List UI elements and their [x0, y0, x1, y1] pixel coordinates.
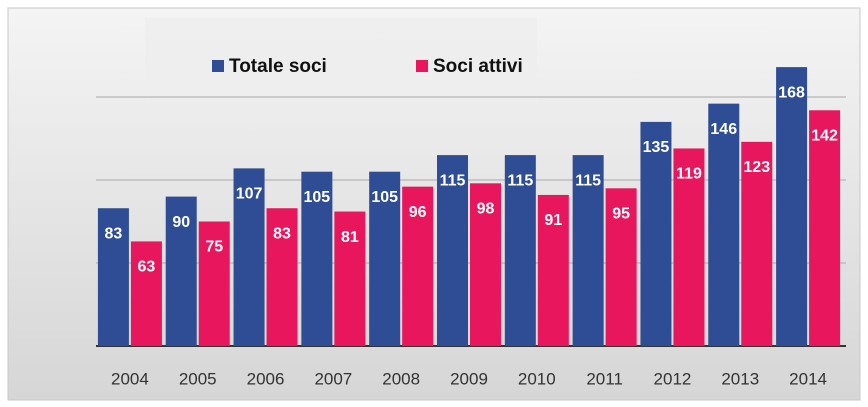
- data-label: 83: [105, 225, 123, 242]
- bar: [640, 121, 672, 347]
- data-label: 115: [575, 172, 601, 189]
- bar: [97, 208, 129, 346]
- bar: [437, 155, 468, 346]
- legend-swatch: [212, 60, 224, 72]
- x-tick-label: 2014: [789, 369, 827, 388]
- data-label: 115: [440, 172, 466, 189]
- data-label: 146: [710, 121, 737, 138]
- x-tick-label: 2004: [111, 369, 149, 388]
- data-label: 81: [341, 229, 359, 246]
- data-label: 63: [138, 259, 156, 276]
- x-tick-label: 2007: [314, 369, 352, 388]
- bar: [369, 171, 401, 346]
- bar: [130, 241, 162, 346]
- bar: [605, 188, 637, 346]
- data-label: 105: [371, 189, 398, 206]
- legend-swatch: [416, 60, 428, 72]
- bar: [402, 186, 434, 346]
- x-tick-label: 2010: [518, 369, 556, 388]
- x-tick-label: 2011: [586, 369, 623, 388]
- data-label: 96: [409, 204, 427, 221]
- bar: [537, 194, 569, 346]
- x-tick-label: 2005: [179, 369, 217, 388]
- data-label: 123: [743, 159, 770, 176]
- data-label: 90: [172, 214, 190, 231]
- data-label: 107: [236, 186, 263, 203]
- bar: [809, 110, 841, 346]
- bar: [470, 183, 501, 346]
- data-label: 135: [643, 139, 670, 156]
- bar: [334, 211, 366, 346]
- data-label: 115: [507, 172, 533, 189]
- data-label: 142: [811, 127, 838, 144]
- legend-box: [145, 18, 537, 102]
- bar: [572, 155, 604, 346]
- x-tick-label: 2008: [382, 369, 420, 388]
- x-tick-label: 2006: [247, 369, 285, 388]
- bar: [198, 221, 230, 346]
- bar: [673, 148, 705, 346]
- data-label: 91: [544, 212, 562, 229]
- data-label: 105: [304, 189, 331, 206]
- x-tick-label: 2012: [654, 369, 692, 388]
- bar: [165, 196, 197, 346]
- data-label: 75: [205, 239, 223, 256]
- bar: [266, 208, 298, 346]
- legend-label: Totale soci: [229, 56, 327, 77]
- data-label: 98: [477, 201, 495, 218]
- bar: [504, 155, 536, 346]
- bar: [708, 103, 740, 346]
- legend-label: Soci attivi: [433, 56, 523, 77]
- data-label: 95: [612, 206, 630, 223]
- data-label: 119: [676, 166, 702, 183]
- bar: [233, 168, 265, 346]
- data-label: 168: [778, 84, 805, 101]
- x-tick-label: 2009: [450, 369, 488, 388]
- bar: [301, 171, 333, 346]
- x-tick-label: 2013: [721, 369, 759, 388]
- data-label: 83: [273, 225, 291, 242]
- bar: [741, 141, 773, 346]
- bar: [776, 67, 808, 347]
